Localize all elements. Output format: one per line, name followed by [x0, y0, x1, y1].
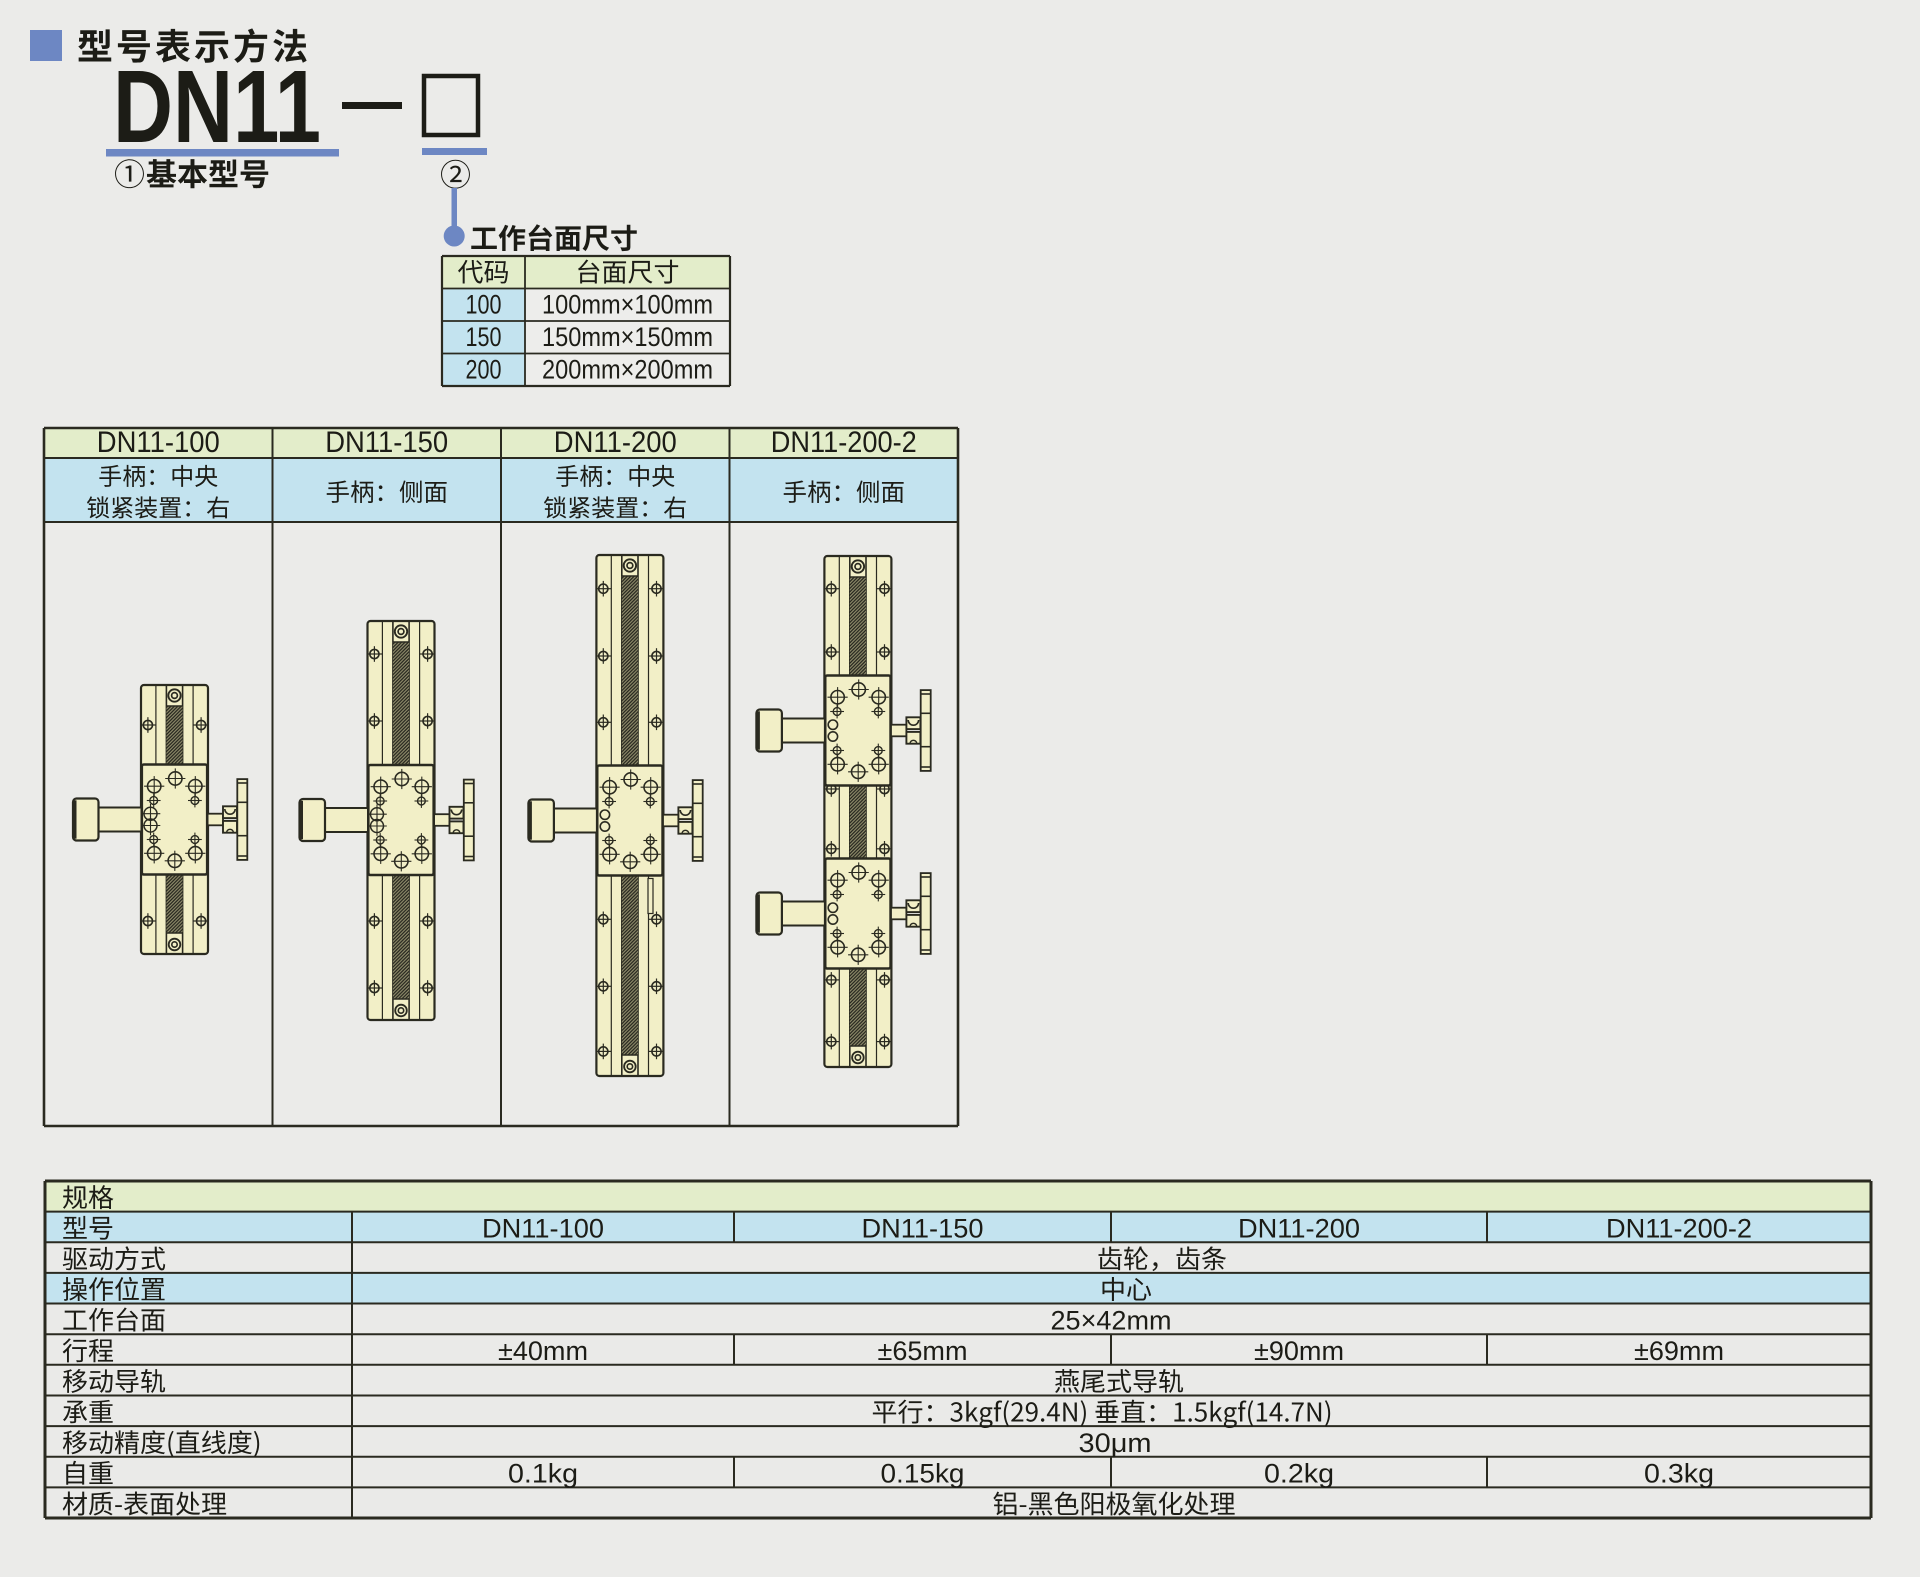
svg-text:DN11-100: DN11-100	[97, 426, 220, 459]
svg-text:DN11-200: DN11-200	[1238, 1214, 1360, 1244]
svg-text:±40mm: ±40mm	[498, 1336, 588, 1366]
svg-text:DN11: DN11	[113, 49, 321, 164]
svg-text:0.15kg: 0.15kg	[881, 1459, 965, 1489]
svg-text:DN11-100: DN11-100	[482, 1214, 604, 1244]
svg-text:0.3kg: 0.3kg	[1644, 1459, 1714, 1489]
svg-text:±65mm: ±65mm	[878, 1336, 968, 1366]
svg-text:DN11-200: DN11-200	[554, 426, 677, 459]
svg-text:100mm×100mm: 100mm×100mm	[542, 290, 713, 320]
svg-text:200mm×200mm: 200mm×200mm	[542, 355, 713, 385]
svg-text:±69mm: ±69mm	[1634, 1336, 1724, 1366]
svg-text:150: 150	[466, 322, 502, 352]
svg-text:100: 100	[466, 290, 502, 320]
svg-text:DN11-200-2: DN11-200-2	[771, 426, 917, 459]
svg-text:0.2kg: 0.2kg	[1264, 1459, 1334, 1489]
svg-text:DN11-200-2: DN11-200-2	[1606, 1214, 1752, 1244]
svg-text:±90mm: ±90mm	[1254, 1336, 1344, 1366]
svg-text:25×42mm: 25×42mm	[1051, 1306, 1172, 1336]
svg-text:200: 200	[466, 355, 502, 385]
svg-text:DN11-150: DN11-150	[862, 1214, 984, 1244]
svg-text:0.1kg: 0.1kg	[508, 1459, 578, 1489]
svg-text:150mm×150mm: 150mm×150mm	[542, 322, 713, 352]
svg-text:30μm: 30μm	[1079, 1428, 1152, 1458]
svg-text:DN11-150: DN11-150	[325, 426, 448, 459]
